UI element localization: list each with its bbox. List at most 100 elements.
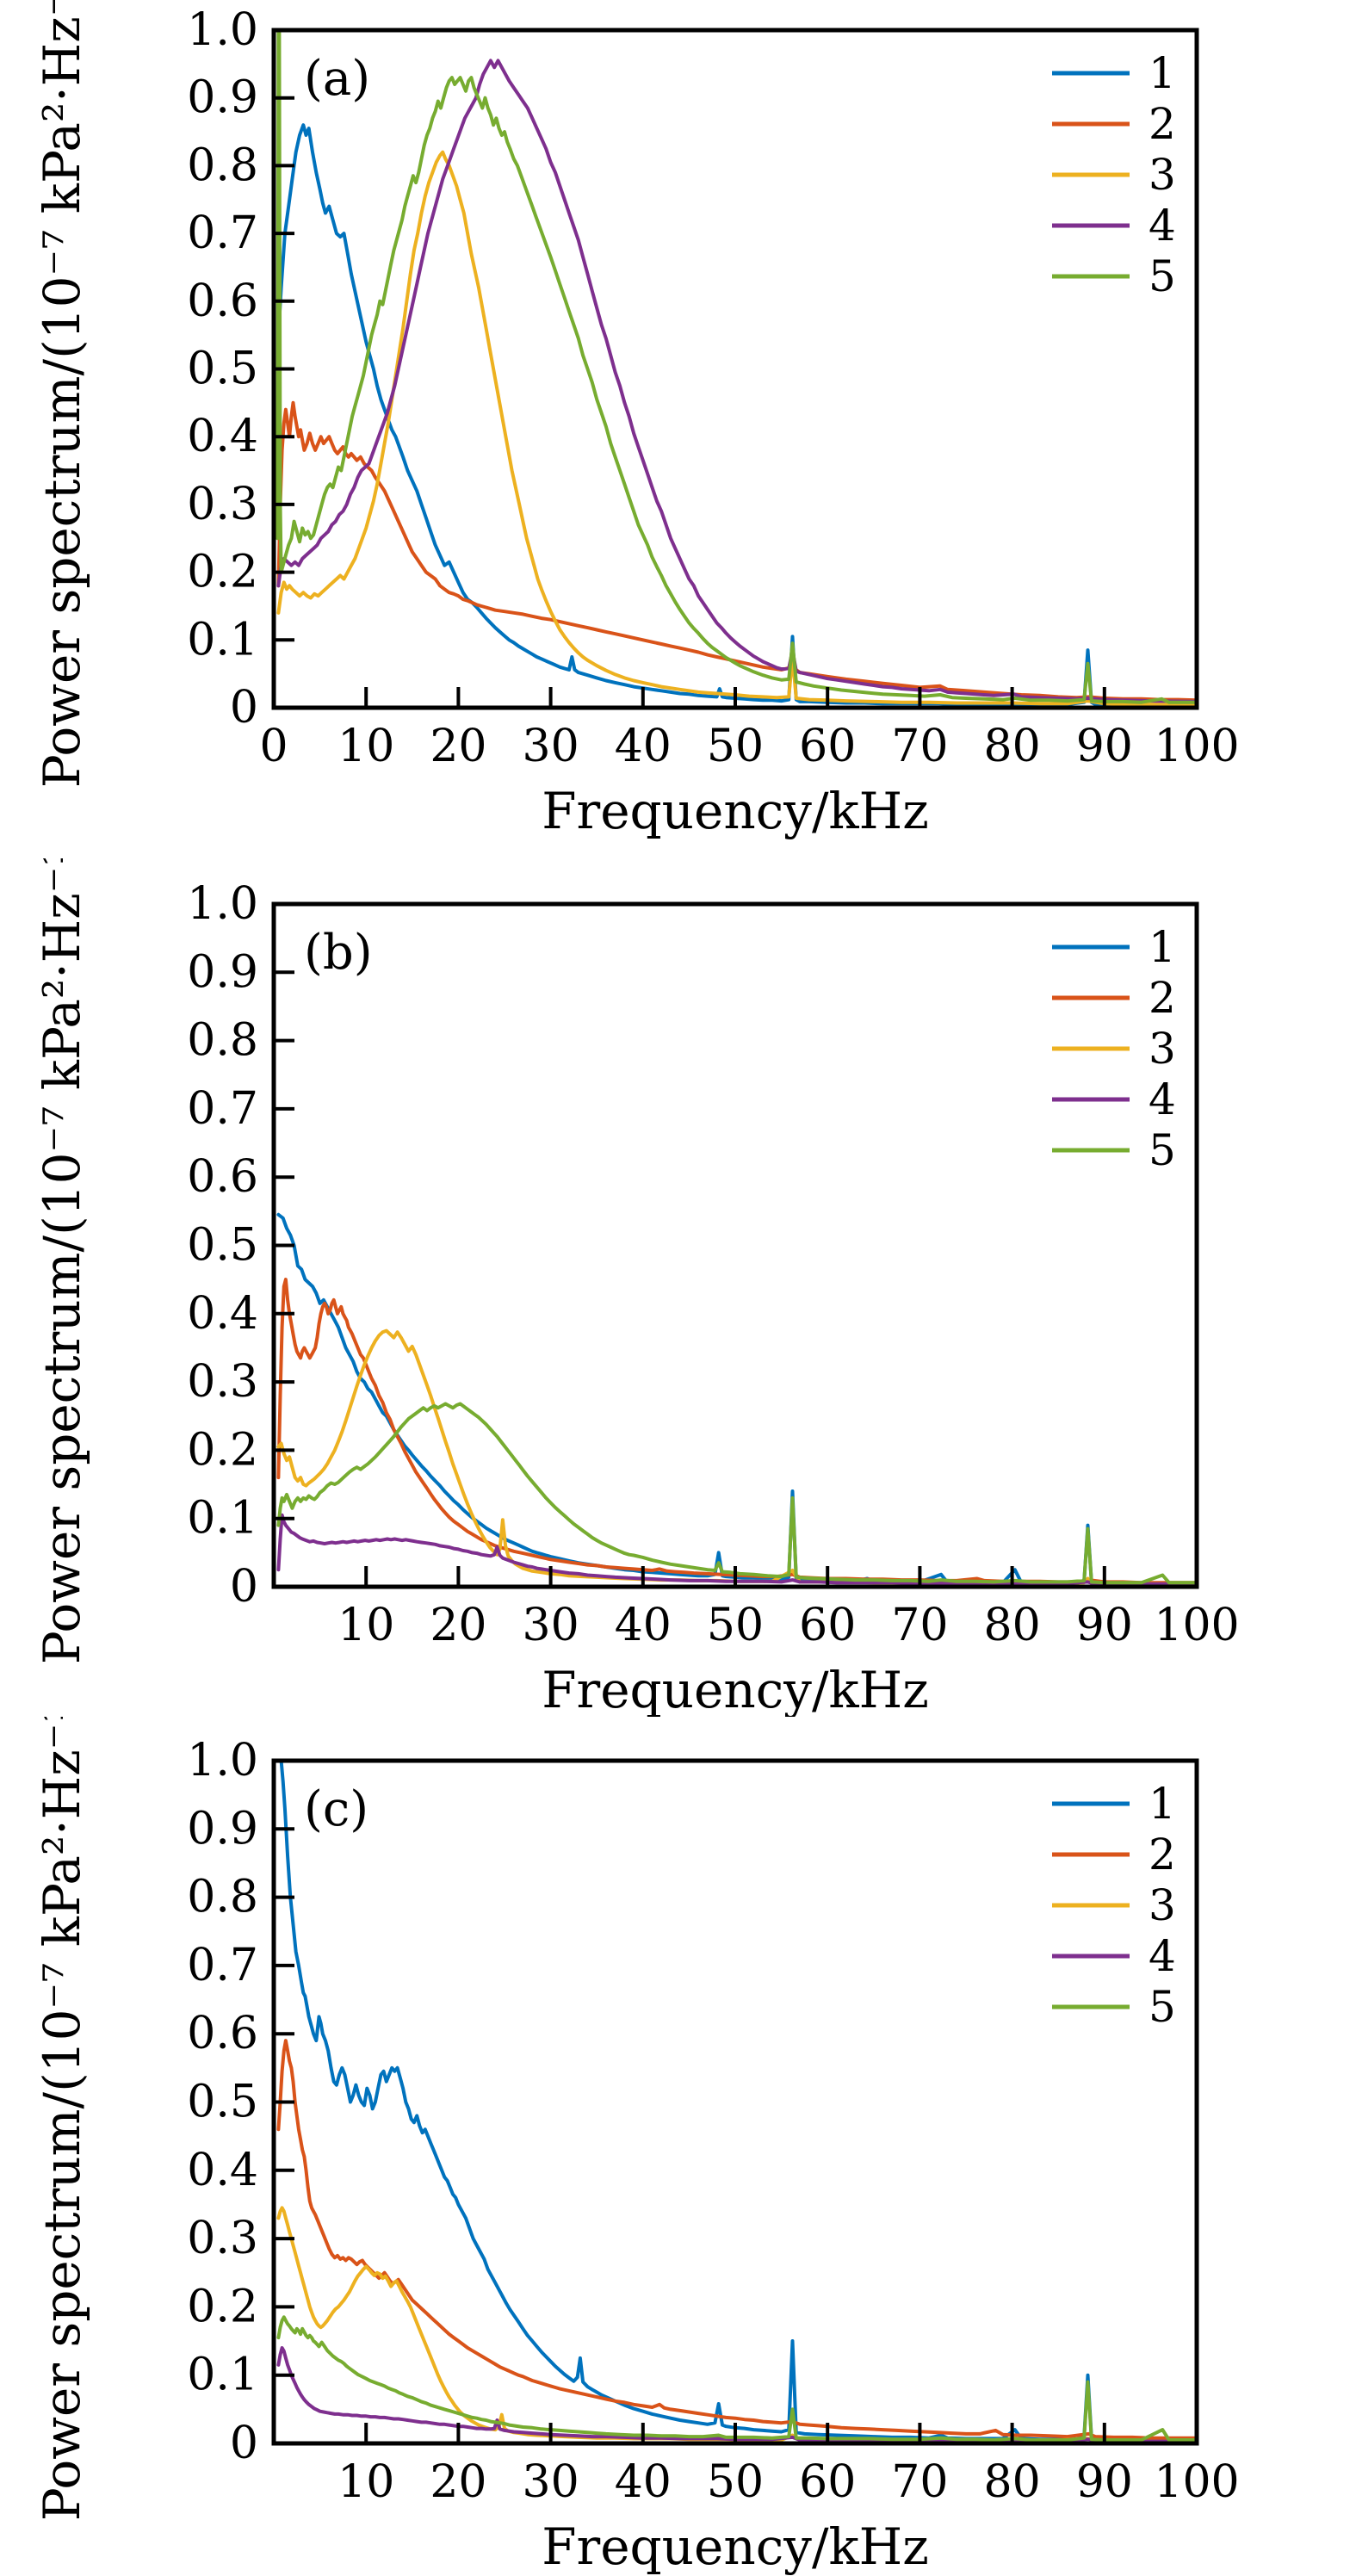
x-tick-label: 60: [799, 1600, 856, 1651]
x-tick-label: 60: [799, 721, 856, 772]
y-tick-label: 0.2: [187, 547, 258, 598]
y-tick-label: 0.2: [187, 1424, 258, 1476]
y-tick-label: 0.6: [187, 2008, 258, 2059]
y-axis-label: Power spectrum/(10⁻⁷ kPa²·Hz⁻¹): [33, 1717, 91, 2521]
x-tick-label: 20: [430, 2456, 486, 2508]
y-tick-label: 0.7: [187, 1940, 258, 1991]
series-group: [276, 1212, 1197, 1586]
series-line-3: [276, 150, 1197, 707]
y-tick-label: 0.3: [187, 2213, 258, 2264]
x-tick-label: 80: [984, 2456, 1041, 2508]
y-tick-label: 0: [230, 1561, 258, 1613]
y-tick-label: 0.1: [187, 614, 258, 666]
x-tick-label: 80: [984, 1600, 1041, 1651]
legend-label-1: 1: [1149, 1779, 1176, 1829]
x-tick-label: 100: [1154, 1600, 1239, 1651]
legend-label-1: 1: [1149, 48, 1176, 98]
panel-a-svg: 0 0.1 0.2 0.3 0.4 0.5 0.6 0.7 0.8 0.9 1.0 0 10 20 30 40…: [33, 0, 1240, 840]
x-tick-label: 100: [1154, 2456, 1239, 2508]
x-tick-label: 20: [430, 721, 486, 772]
y-tick-label: 1.0: [187, 4, 258, 56]
x-tick-label: 30: [523, 2456, 579, 2508]
y-tick-label: 0.9: [187, 72, 258, 124]
x-tick-label: 30: [523, 1600, 579, 1651]
legend-label-5: 5: [1149, 251, 1176, 301]
series-line-2: [276, 2039, 1197, 2440]
y-tick-label: 0.9: [187, 1803, 258, 1855]
series-line-5: [276, 2315, 1197, 2442]
y-tick-label: 0.5: [187, 2077, 258, 2128]
y-tick-label: 0.4: [187, 2145, 258, 2196]
x-tick-label: 90: [1076, 721, 1133, 772]
x-tick-label: 60: [799, 2456, 856, 2508]
x-tick-label: 0: [259, 721, 288, 772]
series-line-5: [276, 1402, 1197, 1585]
y-tick-label: 0: [230, 682, 258, 734]
x-tick-label: 10: [337, 721, 394, 772]
panel-label: (c): [304, 1781, 368, 1837]
y-tick-label: 1.0: [187, 878, 258, 930]
x-tick-label: 90: [1076, 2456, 1133, 2508]
x-tick-label: 70: [891, 2456, 948, 2508]
legend-label-5: 5: [1149, 1982, 1176, 2032]
x-tick-label: 10: [337, 2456, 394, 2508]
legend-label-4: 4: [1149, 1931, 1176, 1981]
x-tick-label: 40: [615, 2456, 672, 2508]
x-tick-label: 20: [430, 1600, 486, 1651]
y-tick-label: 0.8: [187, 139, 258, 191]
series-line-3: [276, 2206, 1197, 2443]
x-tick-label: 30: [523, 721, 579, 772]
x-tick-label: 40: [615, 1600, 672, 1651]
x-tick-label: 100: [1154, 721, 1239, 772]
x-tick-label: 10: [337, 1600, 394, 1651]
y-tick-label: 0.3: [187, 1356, 258, 1408]
panel-b: 0 0.1 0.2 0.3 0.4 0.5 0.6 0.7 0.8 0.9 1.0 10 20 30 40 5…: [0, 858, 1356, 1717]
y-tick-label: 0.8: [187, 1015, 258, 1067]
series-line-2: [276, 1278, 1197, 1585]
legend-label-5: 5: [1149, 1125, 1176, 1175]
y-tick-label: 0.1: [187, 1493, 258, 1545]
x-axis-label: Frequency/kHz: [542, 1661, 929, 1717]
series-line-1: [276, 123, 1197, 707]
panel-c-svg: 0 0.1 0.2 0.3 0.4 0.5 0.6 0.7 0.8 0.9 1.0 10 20 30 40 5…: [33, 1717, 1240, 2576]
y-tick-label: 0.4: [187, 411, 258, 462]
series-line-4: [276, 59, 1197, 703]
y-tick-label: 1.0: [187, 1735, 258, 1786]
series-line-1: [276, 1212, 1197, 1586]
panel-label: (b): [304, 925, 373, 981]
y-tick-label: 0.8: [187, 1872, 258, 1923]
y-tick-label: 0.1: [187, 2350, 258, 2401]
x-tick-label: 70: [891, 721, 948, 772]
y-tick-label: 0.7: [187, 1083, 258, 1135]
panel-a: 0 0.1 0.2 0.3 0.4 0.5 0.6 0.7 0.8 0.9 1.0 0 10 20 30 40…: [0, 0, 1356, 858]
x-tick-label: 50: [707, 2456, 764, 2508]
legend-label-2: 2: [1149, 1830, 1176, 1879]
panel-c: 0 0.1 0.2 0.3 0.4 0.5 0.6 0.7 0.8 0.9 1.0 10 20 30 40 5…: [0, 1717, 1356, 2576]
y-tick-label: 0.6: [187, 276, 258, 327]
x-axis-label: Frequency/kHz: [542, 2517, 929, 2576]
panel-label: (a): [304, 51, 370, 107]
legend-label-3: 3: [1149, 1880, 1176, 1930]
y-tick-label: 0: [230, 2418, 258, 2469]
y-axis-label: Power spectrum/(10⁻⁷ kPa²·Hz⁻¹): [33, 0, 91, 788]
series-line-4: [276, 1513, 1197, 1586]
y-tick-label: 0.5: [187, 1220, 258, 1272]
plot-border: [271, 901, 1199, 1589]
y-tick-label: 0.2: [187, 2281, 258, 2332]
series-line-1: [276, 1759, 1197, 2442]
y-tick-label: 0.6: [187, 1151, 258, 1203]
series-group: [276, 28, 1197, 707]
x-tick-label: 50: [707, 1600, 764, 1651]
series-line-5: [276, 28, 1197, 704]
legend-label-1: 1: [1149, 922, 1176, 972]
y-tick-label: 0.3: [187, 479, 258, 530]
x-axis-label: Frequency/kHz: [542, 782, 929, 840]
x-tick-label: 40: [615, 721, 672, 772]
legend-label-3: 3: [1149, 1024, 1176, 1074]
y-tick-label: 0.5: [187, 344, 258, 395]
y-tick-label: 0.9: [187, 946, 258, 998]
plot-border: [271, 1758, 1199, 2446]
x-tick-label: 90: [1076, 1600, 1133, 1651]
plot-border: [271, 28, 1199, 710]
